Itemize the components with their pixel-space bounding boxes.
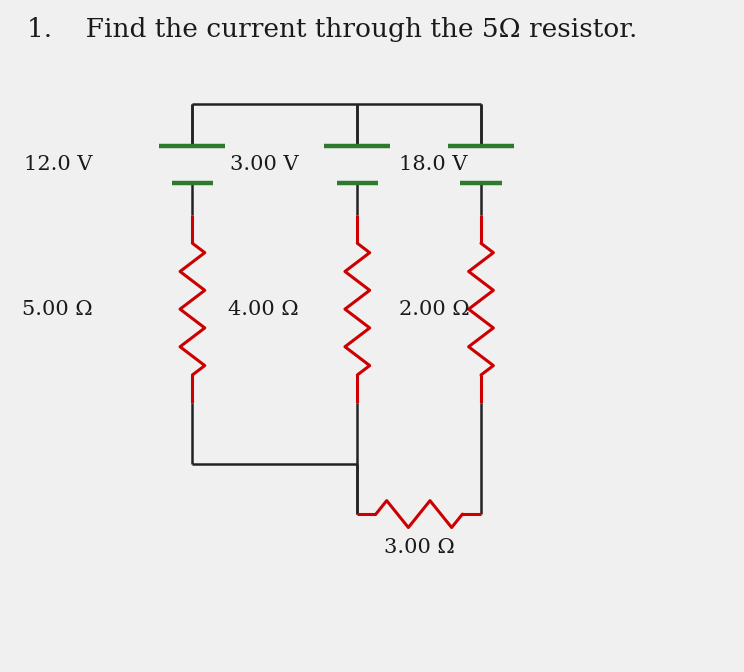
Text: 4.00 Ω: 4.00 Ω	[228, 300, 299, 319]
Text: 5.00 Ω: 5.00 Ω	[22, 300, 93, 319]
Text: 3.00 Ω: 3.00 Ω	[384, 538, 455, 557]
Text: 2.00 Ω: 2.00 Ω	[399, 300, 469, 319]
Text: 12.0 V: 12.0 V	[25, 155, 93, 174]
Text: 3.00 V: 3.00 V	[231, 155, 299, 174]
Text: 18.0 V: 18.0 V	[399, 155, 467, 174]
Text: 1.    Find the current through the 5Ω resistor.: 1. Find the current through the 5Ω resis…	[28, 17, 638, 42]
